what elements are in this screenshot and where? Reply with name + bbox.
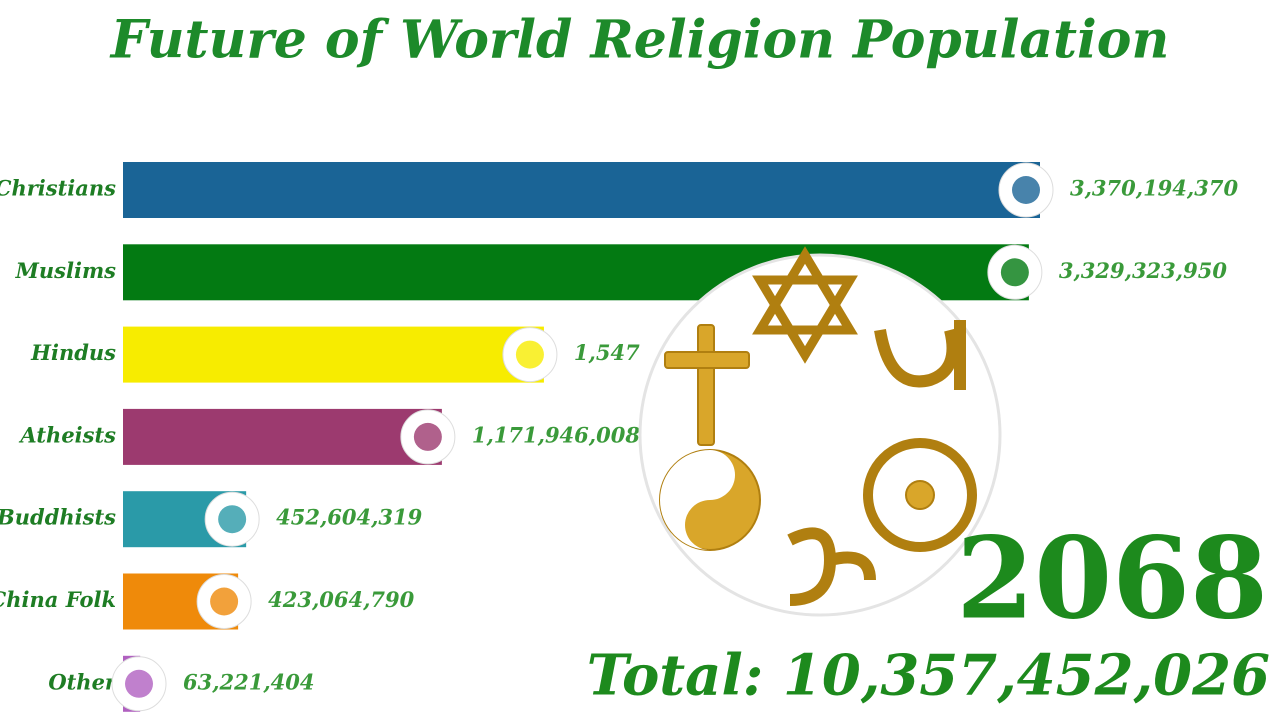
value-label: 3,329,323,950 [1059, 258, 1227, 283]
category-label: Buddhists [0, 505, 116, 530]
bar-icon-symbol [125, 669, 153, 698]
value-label: 1,547 [574, 340, 640, 365]
chart-title: Future of World Religion Population [109, 10, 1170, 71]
value-label: 63,221,404 [183, 669, 315, 694]
bar-icon-symbol [515, 340, 544, 369]
bar-icon-symbol [1012, 176, 1040, 204]
total-label: Total: 10,357,452,026 [587, 643, 1270, 709]
religion-emblem [638, 246, 1002, 617]
category-label: Other [48, 669, 118, 694]
category-label: Hindus [30, 340, 116, 365]
bar-icon-symbol [413, 422, 442, 451]
bar-icon-symbol [210, 587, 239, 616]
value-label: 423,064,790 [268, 587, 415, 612]
year-label: 2068 [956, 513, 1268, 644]
bar [123, 162, 1040, 218]
category-label: Christians [0, 176, 116, 201]
category-label: Atheists [18, 422, 116, 447]
value-label: 3,370,194,370 [1070, 176, 1238, 201]
bars: Christians 3,370,194,370 Muslims 3,329,323,… [0, 162, 1238, 712]
value-label: 452,604,319 [276, 505, 423, 530]
value-label: 1,171,946,008 [472, 422, 640, 447]
bar [123, 408, 442, 465]
category-label: China Folk [0, 587, 116, 612]
bar [123, 326, 544, 383]
category-label: Muslims [15, 258, 117, 283]
bar-icon-symbol [218, 505, 247, 534]
bar-icon-symbol [1000, 258, 1029, 287]
